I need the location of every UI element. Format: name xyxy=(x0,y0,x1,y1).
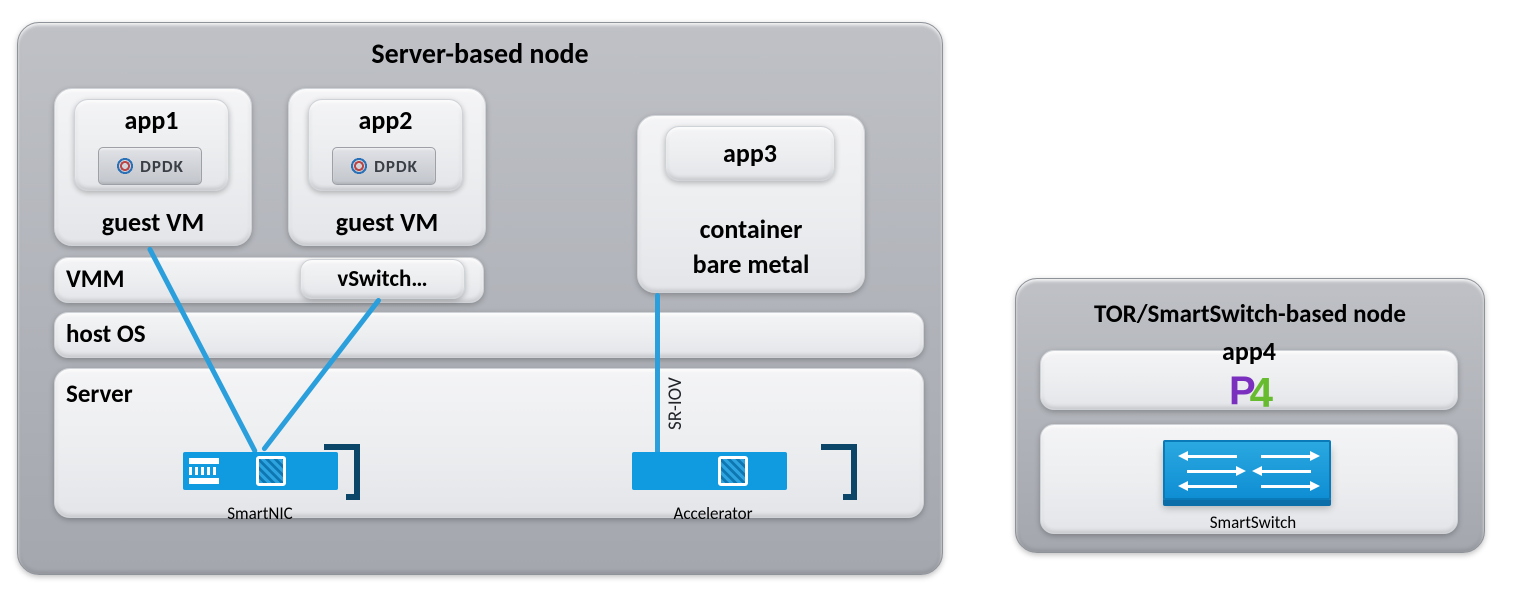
container-app-label: app3 xyxy=(665,137,835,169)
vm2-dpdk-badge: DPDK xyxy=(332,147,436,185)
arrow-icon xyxy=(1261,470,1311,473)
vm1-guest-label: guest VM xyxy=(54,206,252,238)
vm1-dpdk-badge: DPDK xyxy=(98,147,202,185)
nic-ports-icon xyxy=(189,458,219,484)
server-label: Server xyxy=(66,378,266,409)
tor-node-title: TOR/SmartSwitch-based node xyxy=(1015,298,1485,329)
vm1-app-label: app1 xyxy=(74,104,229,136)
smartswitch-icon xyxy=(1163,440,1331,500)
tor-app-label: app4 xyxy=(1040,335,1458,367)
sriov-label: SR-IOV xyxy=(664,340,687,430)
hostos-label: host OS xyxy=(66,318,266,349)
p4-logo-icon: P4 xyxy=(1220,369,1280,413)
p4-4: 4 xyxy=(1250,372,1273,414)
server-node-title: Server-based node xyxy=(17,36,943,71)
smartnic-icon xyxy=(183,452,338,490)
vswitch-label: vSwitch… xyxy=(300,265,465,293)
accel-chip-icon xyxy=(718,456,748,486)
smartnic-bracket-icon xyxy=(346,444,360,500)
nic-chip-icon xyxy=(256,456,286,486)
smartswitch-label: SmartSwitch xyxy=(1198,512,1308,533)
vm2-app-label: app2 xyxy=(308,104,463,136)
container-line1: container xyxy=(637,213,865,245)
accel-label: Accelerator xyxy=(658,503,768,524)
arrow-icon xyxy=(1187,455,1237,458)
conn-container-accel xyxy=(655,293,660,455)
arrow-icon xyxy=(1187,470,1237,473)
accel-bracket-icon xyxy=(843,444,857,500)
arrow-icon xyxy=(1261,455,1311,458)
accel-icon xyxy=(632,452,787,490)
vm2-guest-label: guest VM xyxy=(288,206,486,238)
dpdk-text: DPDK xyxy=(140,156,184,177)
arrow-icon xyxy=(1187,485,1237,488)
smartnic-label: SmartNIC xyxy=(210,503,310,524)
dpdk-text: DPDK xyxy=(374,156,418,177)
arrow-icon xyxy=(1261,485,1311,488)
container-line2: bare metal xyxy=(637,248,865,280)
